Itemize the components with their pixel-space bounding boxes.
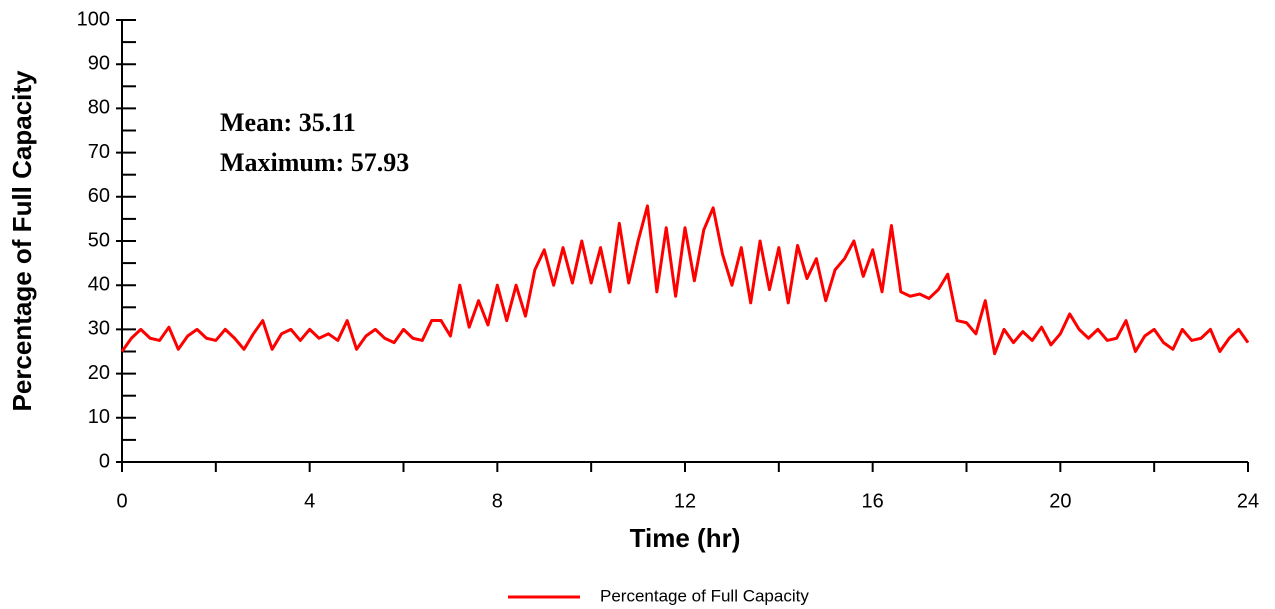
annotation: Maximum: 57.93 <box>220 148 409 177</box>
y-tick-label: 90 <box>88 52 110 74</box>
y-tick-label: 70 <box>88 141 110 163</box>
y-tick-label: 30 <box>88 318 110 340</box>
annotation: Mean: 35.11 <box>220 108 356 137</box>
legend-label: Percentage of Full Capacity <box>600 586 809 605</box>
y-tick-label: 10 <box>88 406 110 428</box>
y-tick-label: 20 <box>88 362 110 384</box>
y-tick-label: 80 <box>88 97 110 119</box>
x-tick-label: 8 <box>492 490 503 512</box>
y-tick-label: 100 <box>77 8 110 30</box>
x-axis-title: Time (hr) <box>630 523 741 553</box>
y-tick-label: 0 <box>99 450 110 472</box>
x-tick-label: 20 <box>1049 490 1071 512</box>
x-tick-label: 16 <box>862 490 884 512</box>
y-tick-label: 40 <box>88 273 110 295</box>
data-line <box>120 204 1250 356</box>
x-tick-label: 24 <box>1237 490 1259 512</box>
y-axis-title: Percentage of Full Capacity <box>7 70 37 412</box>
y-tick-label: 60 <box>88 185 110 207</box>
x-tick-label: 4 <box>304 490 315 512</box>
x-tick-label: 12 <box>674 490 696 512</box>
x-tick-label: 0 <box>116 490 127 512</box>
y-tick-label: 50 <box>88 229 110 251</box>
